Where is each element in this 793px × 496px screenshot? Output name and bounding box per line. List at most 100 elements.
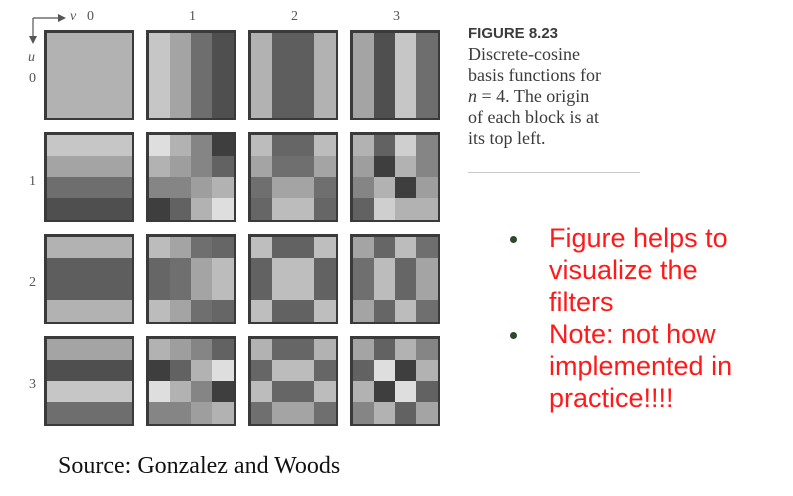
basis-block-u3-v0 bbox=[44, 336, 134, 426]
basis-sample bbox=[170, 156, 192, 178]
basis-sample bbox=[293, 96, 315, 118]
basis-block-u1-v1 bbox=[146, 132, 236, 222]
basis-sample bbox=[251, 135, 273, 157]
basis-sample bbox=[353, 198, 375, 220]
basis-sample bbox=[149, 237, 171, 259]
basis-sample bbox=[68, 177, 90, 199]
basis-sample bbox=[395, 33, 417, 55]
bullet-1-line-3: filters bbox=[549, 287, 614, 317]
basis-sample bbox=[191, 402, 213, 424]
basis-sample bbox=[149, 75, 171, 97]
basis-sample bbox=[353, 96, 375, 118]
bullet-list: Figure helps to visualize the filters No… bbox=[505, 222, 785, 414]
basis-sample bbox=[170, 258, 192, 280]
basis-sample bbox=[416, 381, 438, 403]
basis-sample bbox=[212, 237, 234, 259]
basis-sample bbox=[374, 135, 396, 157]
col-label-3: 3 bbox=[393, 9, 400, 24]
basis-sample bbox=[353, 33, 375, 55]
figure-caption: Discrete-cosine basis functions for n = … bbox=[468, 44, 648, 149]
basis-block-u2-v2 bbox=[248, 234, 338, 324]
basis-sample bbox=[374, 300, 396, 322]
basis-sample bbox=[314, 135, 336, 157]
basis-sample bbox=[170, 198, 192, 220]
basis-sample bbox=[47, 54, 69, 76]
basis-sample bbox=[314, 75, 336, 97]
basis-sample bbox=[251, 33, 273, 55]
basis-sample bbox=[149, 381, 171, 403]
basis-sample bbox=[170, 54, 192, 76]
basis-sample bbox=[170, 360, 192, 382]
figure-title: FIGURE 8.23 bbox=[468, 25, 559, 42]
basis-sample bbox=[374, 33, 396, 55]
basis-sample bbox=[251, 300, 273, 322]
basis-sample bbox=[212, 402, 234, 424]
basis-sample bbox=[353, 300, 375, 322]
basis-sample bbox=[416, 54, 438, 76]
basis-sample bbox=[314, 156, 336, 178]
basis-sample bbox=[191, 237, 213, 259]
basis-sample bbox=[293, 198, 315, 220]
basis-sample bbox=[110, 177, 132, 199]
basis-sample bbox=[212, 339, 234, 361]
basis-sample bbox=[89, 54, 111, 76]
bullet-dot-icon bbox=[510, 332, 517, 339]
basis-sample bbox=[68, 96, 90, 118]
basis-sample bbox=[272, 360, 294, 382]
basis-sample bbox=[251, 258, 273, 280]
basis-block-u0-v0 bbox=[44, 30, 134, 120]
basis-sample bbox=[149, 402, 171, 424]
basis-sample bbox=[170, 279, 192, 301]
basis-sample bbox=[47, 258, 69, 280]
basis-sample bbox=[416, 156, 438, 178]
basis-sample bbox=[314, 33, 336, 55]
bullet-item: Note: not how implemented in practice!!!… bbox=[505, 318, 785, 414]
basis-sample bbox=[353, 360, 375, 382]
basis-sample bbox=[293, 75, 315, 97]
basis-sample bbox=[395, 339, 417, 361]
axis-u-label: u bbox=[28, 50, 35, 65]
basis-sample bbox=[293, 135, 315, 157]
axis-v-label: v bbox=[70, 9, 77, 24]
basis-sample bbox=[212, 279, 234, 301]
basis-sample bbox=[149, 135, 171, 157]
basis-sample bbox=[353, 135, 375, 157]
bullet-1-line-2: visualize the bbox=[549, 255, 698, 285]
basis-sample bbox=[272, 402, 294, 424]
row-label-0: 0 bbox=[29, 71, 36, 86]
basis-sample bbox=[110, 339, 132, 361]
basis-sample bbox=[353, 237, 375, 259]
basis-sample bbox=[293, 177, 315, 199]
basis-sample bbox=[293, 402, 315, 424]
basis-sample bbox=[110, 402, 132, 424]
basis-block-u1-v0 bbox=[44, 132, 134, 222]
basis-sample bbox=[191, 177, 213, 199]
basis-sample bbox=[170, 177, 192, 199]
basis-block-u3-v3 bbox=[350, 336, 440, 426]
basis-sample bbox=[149, 339, 171, 361]
basis-sample bbox=[68, 279, 90, 301]
basis-sample bbox=[272, 135, 294, 157]
basis-sample bbox=[149, 177, 171, 199]
bullet-1-line-1: Figure helps to bbox=[549, 223, 728, 253]
basis-block-u1-v3 bbox=[350, 132, 440, 222]
basis-sample bbox=[251, 198, 273, 220]
basis-sample bbox=[191, 135, 213, 157]
basis-sample bbox=[149, 258, 171, 280]
basis-sample bbox=[293, 237, 315, 259]
basis-sample bbox=[170, 75, 192, 97]
basis-sample bbox=[272, 75, 294, 97]
basis-sample bbox=[68, 54, 90, 76]
basis-sample bbox=[395, 177, 417, 199]
basis-sample bbox=[110, 381, 132, 403]
basis-sample bbox=[68, 237, 90, 259]
basis-block-u0-v3 bbox=[350, 30, 440, 120]
basis-sample bbox=[170, 237, 192, 259]
basis-sample bbox=[110, 75, 132, 97]
basis-sample bbox=[68, 300, 90, 322]
bullet-item: Figure helps to visualize the filters bbox=[505, 222, 785, 318]
basis-sample bbox=[89, 339, 111, 361]
row-label-2: 2 bbox=[29, 275, 36, 290]
basis-sample bbox=[395, 279, 417, 301]
basis-sample bbox=[314, 54, 336, 76]
